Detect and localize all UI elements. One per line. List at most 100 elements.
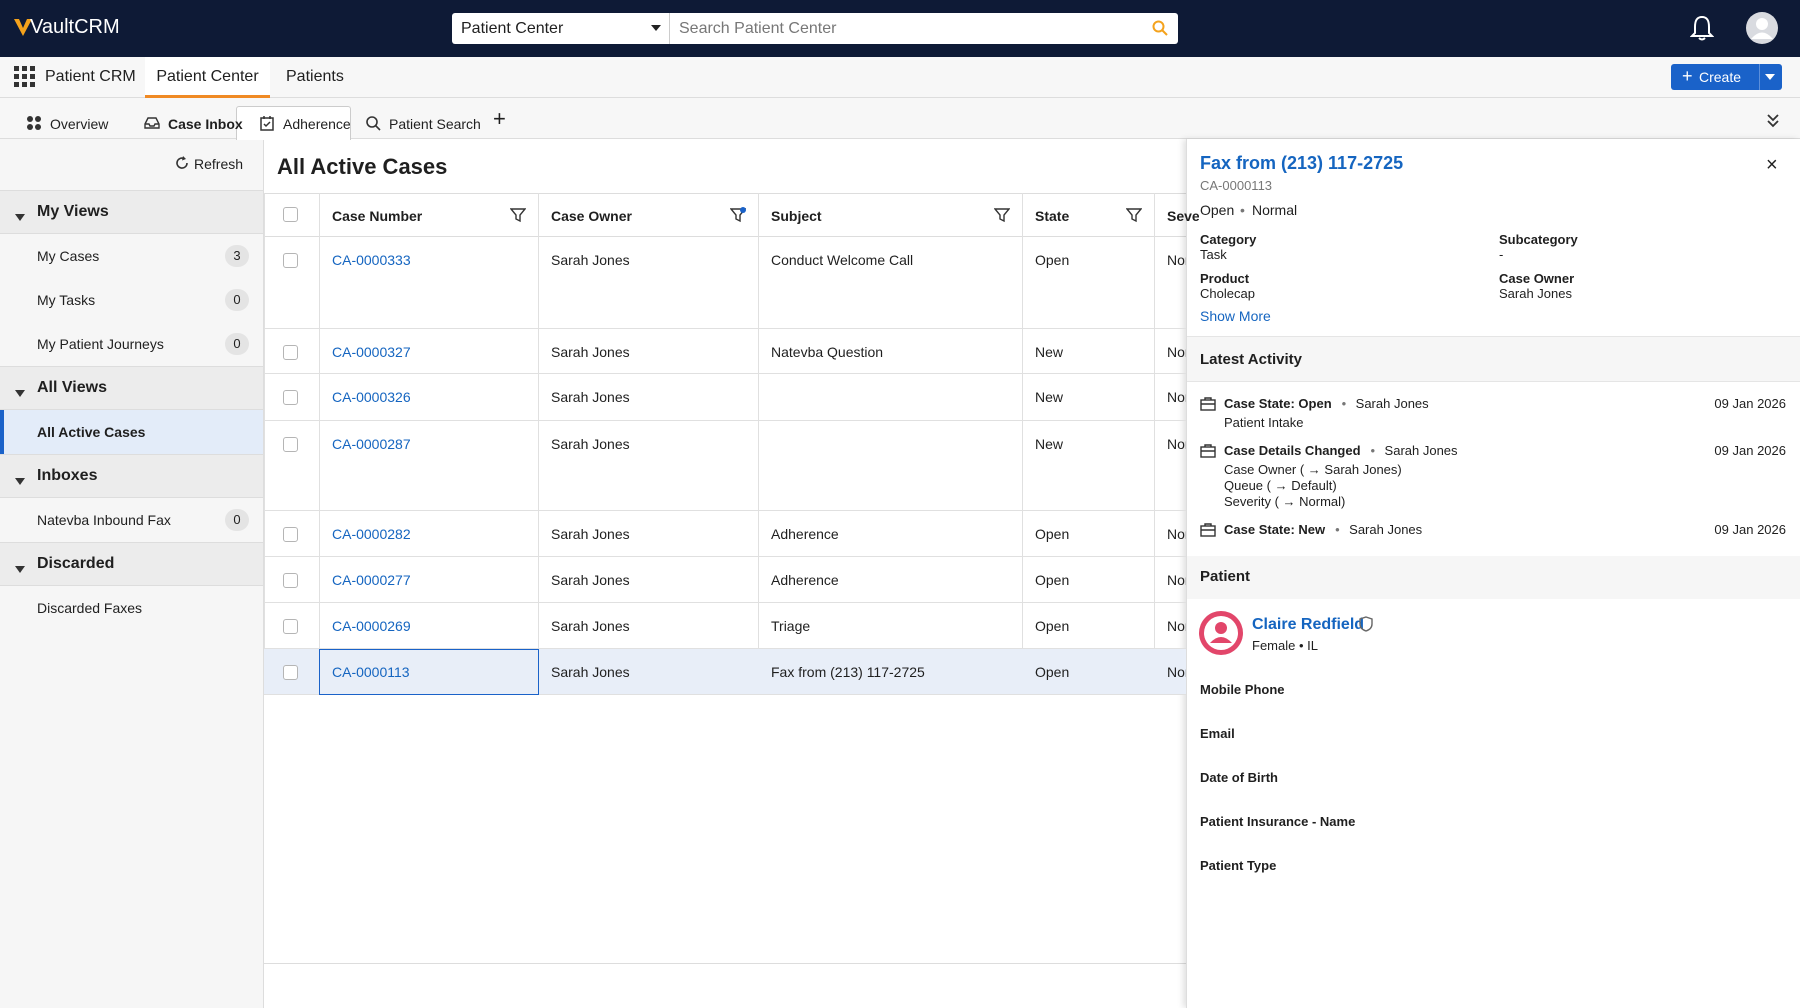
subtab[interactable]: Patient Search xyxy=(389,116,481,132)
nav-tab[interactable]: Patient Center xyxy=(145,57,270,98)
tab-icon-svg xyxy=(144,117,160,129)
list-title: All Active Cases xyxy=(277,154,448,179)
section-title[interactable]: Discarded xyxy=(37,555,115,572)
row-checkbox[interactable] xyxy=(283,619,298,634)
cell: Normal xyxy=(1167,572,1186,588)
patient-info: Female • IL xyxy=(1252,638,1318,653)
patient-field-label: Mobile Phone xyxy=(1200,682,1285,697)
table-row[interactable] xyxy=(264,649,1186,695)
view-item[interactable]: Natevba Inbound Fax xyxy=(37,512,171,528)
case-number[interactable]: CA-0000113 xyxy=(332,664,410,680)
table-row[interactable] xyxy=(264,603,1186,649)
field-label: Product xyxy=(1200,271,1250,286)
collapse-icon[interactable] xyxy=(1767,114,1779,128)
cell: Sarah Jones xyxy=(551,572,630,588)
logo: VaultCRM xyxy=(30,16,120,38)
field-value: Cholecap xyxy=(1200,286,1255,301)
patient-name[interactable]: Claire Redfield xyxy=(1252,616,1365,633)
activity-detail: Severity ( → Normal) xyxy=(1224,494,1346,509)
activity-user: Sarah Jones xyxy=(1355,396,1429,411)
section-title[interactable]: Inboxes xyxy=(37,467,98,484)
column-header[interactable]: Subject xyxy=(771,208,822,224)
subtab[interactable]: Case Inbox xyxy=(168,116,243,132)
notifications[interactable] xyxy=(1690,15,1714,41)
activity-date: 09 Jan 2026 xyxy=(1714,396,1786,411)
case-number[interactable]: CA-0000327 xyxy=(332,344,411,360)
case-number[interactable]: CA-0000333 xyxy=(332,252,411,268)
cell: Sarah Jones xyxy=(551,526,630,542)
tab-icon-svg xyxy=(366,116,381,131)
case-number[interactable]: CA-0000326 xyxy=(332,389,411,405)
activity-title: Case Details Changed xyxy=(1224,443,1361,458)
table-footer xyxy=(264,963,1186,964)
table-row[interactable] xyxy=(264,421,1186,511)
refresh-button[interactable]: Refresh xyxy=(194,156,244,172)
column-header[interactable]: Case Number xyxy=(332,208,423,224)
show-more[interactable]: Show More xyxy=(1200,308,1271,324)
cell: Sarah Jones xyxy=(551,344,630,360)
search-scope[interactable]: Patient Center xyxy=(452,13,670,44)
case-number[interactable]: CA-0000277 xyxy=(332,572,411,588)
cell: Fax from (213) 117-2725 xyxy=(771,664,925,680)
case-number[interactable]: CA-0000269 xyxy=(332,618,411,634)
column-header[interactable]: Case Owner xyxy=(551,208,632,224)
dot: • xyxy=(1240,202,1245,218)
add-tab[interactable]: + xyxy=(493,106,506,131)
activity-user: Sarah Jones xyxy=(1384,443,1458,458)
row-checkbox[interactable] xyxy=(283,527,298,542)
view-item[interactable]: My Patient Journeys xyxy=(37,336,164,352)
view-item[interactable]: My Tasks xyxy=(37,292,96,308)
row-checkbox[interactable] xyxy=(283,573,298,588)
row-checkbox[interactable] xyxy=(283,665,298,680)
close-button[interactable]: × xyxy=(1766,154,1778,176)
column-divider xyxy=(758,193,759,693)
nav-tab[interactable]: Patients xyxy=(286,68,344,85)
dropdown-icon xyxy=(1765,74,1775,80)
case-number[interactable]: CA-0000287 xyxy=(332,436,411,452)
row-checkbox[interactable] xyxy=(283,253,298,268)
column-header[interactable]: Severity xyxy=(1167,208,1199,224)
cell: New xyxy=(1035,344,1064,360)
view-item[interactable]: My Cases xyxy=(37,248,100,264)
table-row[interactable] xyxy=(264,237,1186,329)
row-checkbox[interactable] xyxy=(283,390,298,405)
view-item[interactable]: All Active Cases xyxy=(37,424,146,440)
search-placeholder: Search Patient Center xyxy=(679,20,837,37)
cell: New xyxy=(1035,389,1064,405)
case-number[interactable]: CA-0000282 xyxy=(332,526,411,542)
header-checkbox[interactable] xyxy=(283,207,298,222)
caret-svg xyxy=(15,566,25,573)
cell: Open xyxy=(1035,664,1070,680)
subtab[interactable]: Adherence xyxy=(283,116,351,132)
table-row[interactable] xyxy=(264,329,1186,374)
detail-title[interactable]: Fax from (213) 117-2725 xyxy=(1200,153,1404,173)
view-count: 0 xyxy=(225,509,249,531)
section-header-bg xyxy=(0,542,263,586)
dropdown-icon xyxy=(651,25,661,31)
view-item[interactable]: Discarded Faxes xyxy=(37,600,143,616)
activity-date: 09 Jan 2026 xyxy=(1714,522,1786,537)
caret-svg xyxy=(15,390,25,397)
activity-date: 09 Jan 2026 xyxy=(1714,443,1786,458)
cell: Normal xyxy=(1167,389,1186,405)
row-checkbox[interactable] xyxy=(283,345,298,360)
cell: Sarah Jones xyxy=(551,436,630,452)
column-header[interactable]: State xyxy=(1035,208,1070,224)
section-title[interactable]: All Views xyxy=(37,379,107,396)
subtab[interactable]: Overview xyxy=(50,116,109,132)
table-row[interactable] xyxy=(264,511,1186,557)
search-input[interactable]: Search Patient Center xyxy=(670,13,1178,44)
app-menu[interactable] xyxy=(14,66,36,88)
table-row[interactable] xyxy=(264,557,1186,603)
field-label: Case Owner xyxy=(1499,271,1575,286)
section-title[interactable]: My Views xyxy=(37,203,109,220)
row-checkbox[interactable] xyxy=(283,437,298,452)
user-avatar[interactable] xyxy=(1746,12,1778,44)
table-row[interactable] xyxy=(264,374,1186,421)
create-button[interactable]: Create + xyxy=(1671,64,1782,90)
caret-svg xyxy=(15,214,25,221)
patient-field-label: Email xyxy=(1200,726,1235,741)
detail-status: Open xyxy=(1200,202,1235,218)
column-divider xyxy=(1154,193,1155,693)
tab-icon-svg xyxy=(260,116,274,131)
